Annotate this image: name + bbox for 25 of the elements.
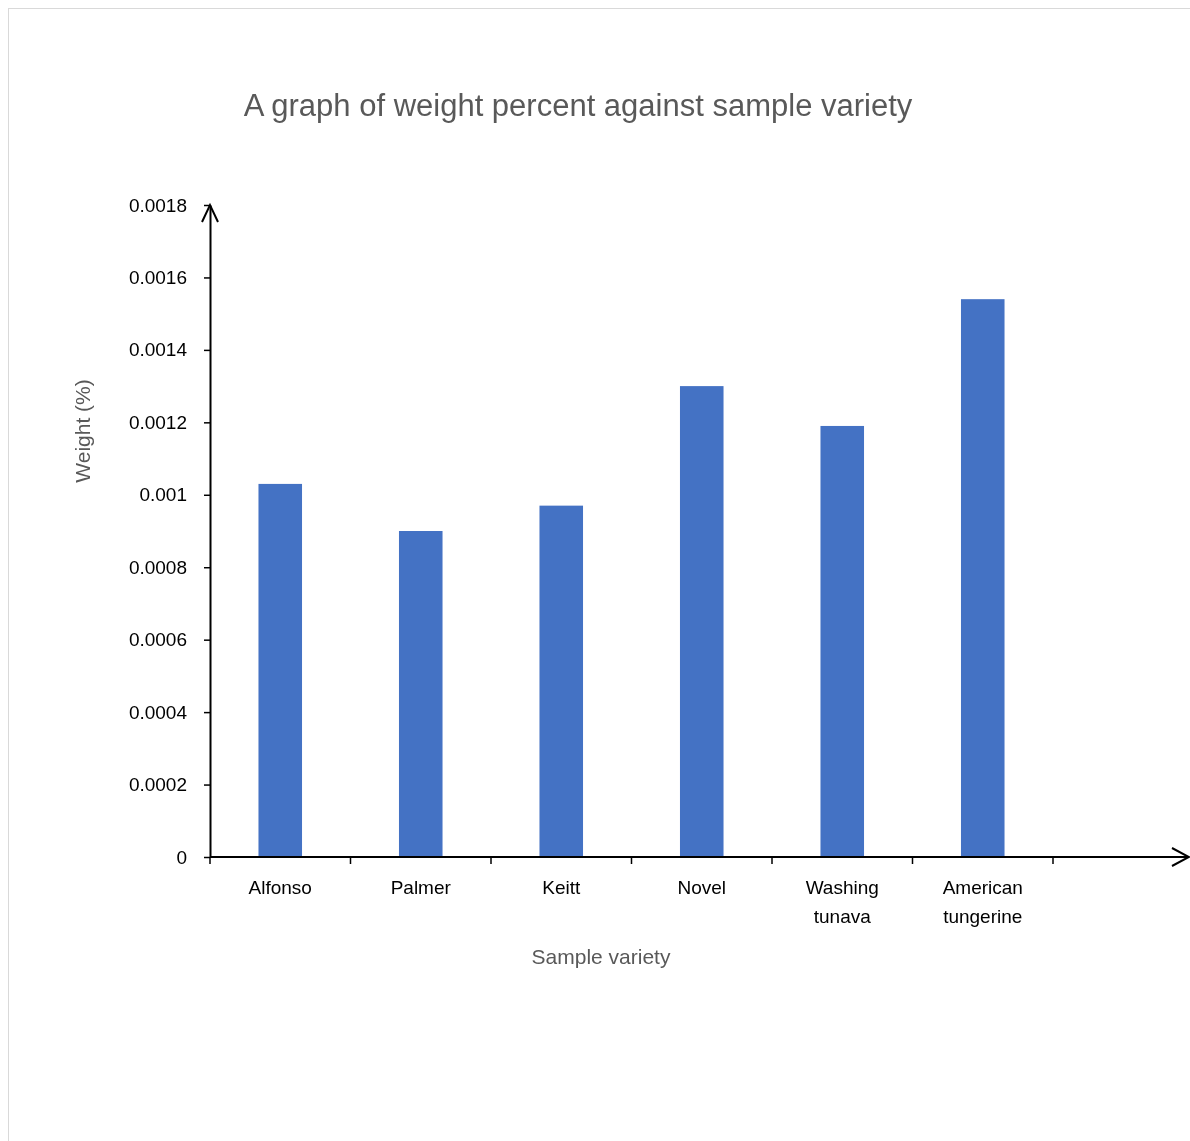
y-tick-label: 0.0018 xyxy=(128,194,187,216)
y-axis-title: Weight (%) xyxy=(71,379,94,483)
y-tick-label: 0.0004 xyxy=(128,701,188,723)
bar xyxy=(820,425,865,857)
x-axis-title: Sample variety xyxy=(531,945,671,968)
x-tick-label: Novel xyxy=(677,877,727,898)
bar xyxy=(258,483,303,857)
chart-title: A graph of weight percent against sample variety xyxy=(243,88,913,123)
y-tick-label: 0.0008 xyxy=(128,556,187,578)
y-tick-label: 0.0006 xyxy=(128,629,187,651)
x-tick-label: Palmer xyxy=(390,877,452,898)
bar xyxy=(398,531,443,857)
x-tick-label: American tungerine xyxy=(942,877,1023,927)
bar xyxy=(539,505,584,857)
y-tick-label: 0.0002 xyxy=(128,774,187,796)
x-tick-label: Alfonso xyxy=(248,877,312,898)
bar xyxy=(960,299,1005,857)
y-tick-label: 0.001 xyxy=(139,484,187,506)
y-tick-label: 0.0016 xyxy=(128,267,187,289)
y-tick-label: 0.0014 xyxy=(128,339,188,361)
y-tick-label: 0 xyxy=(176,846,187,868)
x-tick-label: Keitt xyxy=(542,877,581,898)
x-tick-label: Washing tunava xyxy=(805,877,879,927)
y-tick-label: 0.0012 xyxy=(128,411,187,433)
bar xyxy=(679,386,724,857)
